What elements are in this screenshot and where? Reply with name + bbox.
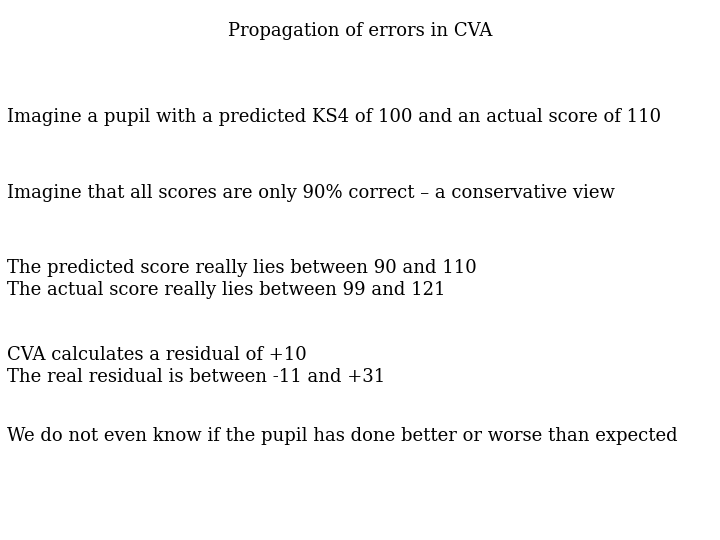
Text: We do not even know if the pupil has done better or worse than expected: We do not even know if the pupil has don… (7, 427, 678, 444)
Text: CVA calculates a residual of +10
The real residual is between -11 and +31: CVA calculates a residual of +10 The rea… (7, 346, 385, 386)
Text: Imagine that all scores are only 90% correct – a conservative view: Imagine that all scores are only 90% cor… (7, 184, 615, 201)
Text: Propagation of errors in CVA: Propagation of errors in CVA (228, 22, 492, 39)
Text: Imagine a pupil with a predicted KS4 of 100 and an actual score of 110: Imagine a pupil with a predicted KS4 of … (7, 108, 662, 126)
Text: The predicted score really lies between 90 and 110
The actual score really lies : The predicted score really lies between … (7, 259, 477, 299)
